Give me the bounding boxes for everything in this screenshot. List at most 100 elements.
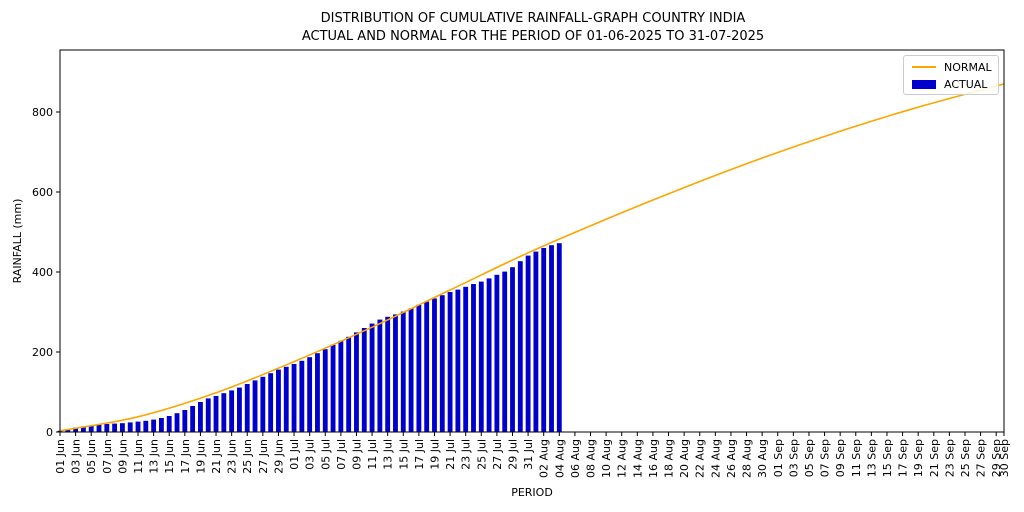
actual-bar xyxy=(432,298,437,432)
x-tick-label: 29 Sep xyxy=(990,439,1003,477)
x-axis: 01 Jun 03 Jun 05 Jun 07 Jun 09 Jun 11 Jun 13 J… xyxy=(54,432,1011,478)
actual-bar xyxy=(471,284,476,432)
y-tick-label: 200 xyxy=(32,346,53,359)
actual-bar xyxy=(182,410,188,432)
x-tick-label: 23 Jun xyxy=(226,439,239,474)
x-tick-label: 09 Sep xyxy=(834,439,847,477)
legend-actual-label: ACTUAL xyxy=(944,77,988,91)
actual-bar xyxy=(556,243,562,432)
x-tick-label: 26 Aug xyxy=(725,439,738,478)
actual-bar xyxy=(73,427,79,432)
x-tick-label: 13 Jun xyxy=(148,439,161,474)
actual-bar xyxy=(151,419,157,432)
x-tick-label: 21 Jun xyxy=(210,439,223,474)
y-axis-label: RAINFALL (mm) xyxy=(11,199,24,284)
x-tick-label: 19 Sep xyxy=(912,439,925,477)
x-tick-label: 27 Sep xyxy=(975,439,988,477)
x-tick-label: 31 Jul xyxy=(522,439,535,470)
x-tick-label: 29 Jul xyxy=(507,439,520,470)
x-tick-label: 05 Jun xyxy=(85,439,98,474)
legend-actual-swatch xyxy=(912,79,936,89)
x-tick-label: 13 Sep xyxy=(865,439,878,477)
x-tick-label: 05 Sep xyxy=(803,439,816,477)
x-tick-label: 24 Aug xyxy=(709,439,722,478)
x-tick-label: 28 Aug xyxy=(741,439,754,478)
x-tick-label: 11 Jul xyxy=(366,439,379,470)
chart-legend: NORMAL ACTUAL xyxy=(903,55,999,95)
actual-bar xyxy=(135,421,141,432)
x-tick-label: 07 Jun xyxy=(101,439,114,474)
x-tick-label: 21 Jul xyxy=(444,439,457,470)
legend-normal-swatch xyxy=(912,66,936,68)
legend-item-actual: ACTUAL xyxy=(912,77,987,91)
x-tick-label: 30 Aug xyxy=(756,439,769,478)
x-tick-label: 15 Jun xyxy=(163,439,176,474)
y-axis: 0 200 400 600 800 xyxy=(32,106,60,439)
actual-bar xyxy=(361,328,367,432)
x-tick-label: 10 Aug xyxy=(600,439,613,478)
x-tick-label: 08 Aug xyxy=(585,439,598,478)
actual-bar xyxy=(112,423,118,432)
actual-bar xyxy=(486,278,492,432)
x-tick-label: 15 Sep xyxy=(881,439,894,477)
x-tick-label: 25 Jul xyxy=(475,439,488,470)
x-tick-label: 18 Aug xyxy=(663,439,676,478)
actual-bar xyxy=(299,360,305,432)
actual-bar xyxy=(119,423,125,432)
actual-bar xyxy=(338,340,344,432)
x-tick-label: 01 Jun xyxy=(54,439,67,474)
actual-bar xyxy=(510,267,515,432)
x-tick-label: 16 Aug xyxy=(647,439,660,478)
actual-bar xyxy=(463,286,469,432)
x-tick-label: 01 Sep xyxy=(772,439,785,477)
actual-bar xyxy=(104,424,110,432)
x-tick-label: 03 Sep xyxy=(787,439,800,477)
x-tick-label: 12 Aug xyxy=(616,439,629,478)
x-tick-label: 14 Aug xyxy=(631,439,644,478)
x-tick-label: 11 Jun xyxy=(132,439,145,474)
actual-bar xyxy=(198,402,203,432)
x-tick-label: 22 Aug xyxy=(694,439,707,478)
actual-bar xyxy=(533,251,539,432)
actual-bar xyxy=(268,373,274,432)
actual-bar xyxy=(315,353,320,432)
actual-bar xyxy=(455,289,461,432)
actual-bar xyxy=(494,274,500,432)
x-tick-label: 09 Jun xyxy=(116,439,129,474)
x-tick-label: 23 Jul xyxy=(460,439,473,470)
x-tick-label: 03 Jun xyxy=(70,439,83,474)
actual-bar xyxy=(221,393,227,432)
actual-bar xyxy=(354,332,359,432)
x-tick-label: 02 Aug xyxy=(538,439,551,478)
x-tick-label: 04 Aug xyxy=(553,439,566,478)
actual-bar xyxy=(385,316,391,432)
normal-line-group xyxy=(59,83,1005,432)
actual-bar xyxy=(159,418,164,432)
x-tick-label: 09 Jul xyxy=(350,439,363,470)
actual-bar xyxy=(502,271,508,432)
actual-bar xyxy=(205,398,211,432)
x-tick-label: 29 Jun xyxy=(272,439,285,474)
legend-item-normal: NORMAL xyxy=(912,60,992,74)
actual-bar xyxy=(276,369,281,432)
x-tick-label: 06 Aug xyxy=(569,439,582,478)
x-tick-label: 27 Jun xyxy=(257,439,270,474)
x-tick-label: 05 Jul xyxy=(319,439,332,470)
chart-title: DISTRIBUTION OF CUMULATIVE RAINFALL-GRAP… xyxy=(320,11,746,26)
actual-bar xyxy=(283,366,289,432)
y-tick-label: 800 xyxy=(32,106,53,119)
actual-bar xyxy=(369,323,375,432)
actual-bar xyxy=(244,384,250,432)
x-tick-label: 17 Sep xyxy=(897,439,910,477)
actual-bar xyxy=(80,426,86,432)
x-tick-label: 30 Sep xyxy=(998,439,1011,477)
actual-bar xyxy=(517,261,523,432)
x-tick-label: 17 Jun xyxy=(179,439,192,474)
actual-bar xyxy=(260,376,266,432)
actual-bar xyxy=(525,255,531,432)
x-tick-label: 13 Jul xyxy=(382,439,395,470)
normal-line xyxy=(59,83,1005,432)
actual-bar xyxy=(190,406,196,432)
actual-bar xyxy=(229,390,235,432)
